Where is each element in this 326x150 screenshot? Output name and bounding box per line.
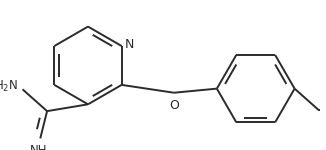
Text: O: O (169, 99, 179, 112)
Text: H$_2$N: H$_2$N (0, 79, 19, 94)
Text: NH: NH (30, 144, 48, 150)
Text: N: N (125, 38, 134, 51)
